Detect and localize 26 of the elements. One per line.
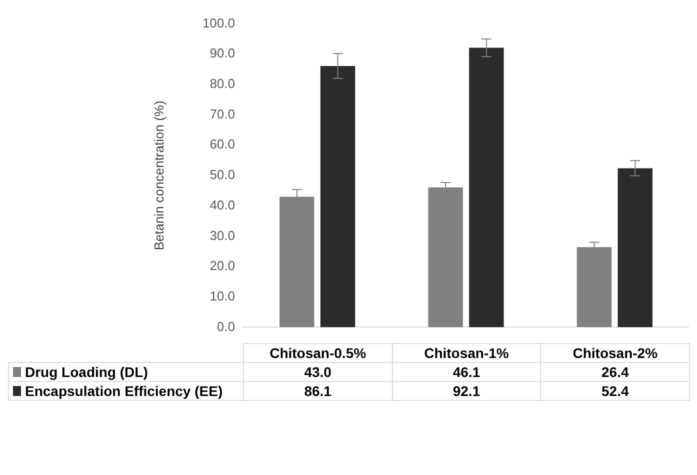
x-tick-label: Chitosan-0.5% bbox=[244, 344, 392, 362]
data-label: 86.1 bbox=[244, 382, 392, 400]
y-tick-label: 90.0 bbox=[210, 46, 235, 61]
data-label: 46.1 bbox=[392, 362, 541, 382]
y-tick-label: 40.0 bbox=[210, 197, 235, 212]
bar bbox=[618, 168, 652, 328]
legend-label: Drug Loading (DL) bbox=[8, 362, 244, 382]
data-label: 43.0 bbox=[244, 362, 392, 382]
bar bbox=[320, 66, 356, 328]
y-tick-label: 10.0 bbox=[210, 288, 235, 304]
y-tick-label: 70.0 bbox=[210, 106, 235, 122]
y-tick-label: 100.0 bbox=[202, 15, 235, 30]
y-tick-label: 50.0 bbox=[210, 167, 235, 182]
y-tick-label: 80.0 bbox=[210, 76, 235, 92]
data-label: 26.4 bbox=[540, 362, 690, 382]
y-tick-label: 0.0 bbox=[216, 318, 235, 334]
x-tick-label: Chitosan-1% bbox=[392, 344, 541, 362]
x-tick-label: Chitosan-2% bbox=[540, 344, 690, 362]
bar bbox=[469, 48, 504, 328]
data-label: 92.1 bbox=[392, 382, 541, 400]
y-tick-label: 60.0 bbox=[210, 136, 235, 152]
legend-label: Encapsulation Efficiency (EE) bbox=[8, 382, 244, 400]
y-tick-label: 20.0 bbox=[210, 258, 235, 274]
y-axis-title: Betanin concentration (%) bbox=[151, 100, 166, 250]
y-tick-label: 30.0 bbox=[210, 228, 235, 243]
data-label: 52.4 bbox=[540, 382, 690, 400]
